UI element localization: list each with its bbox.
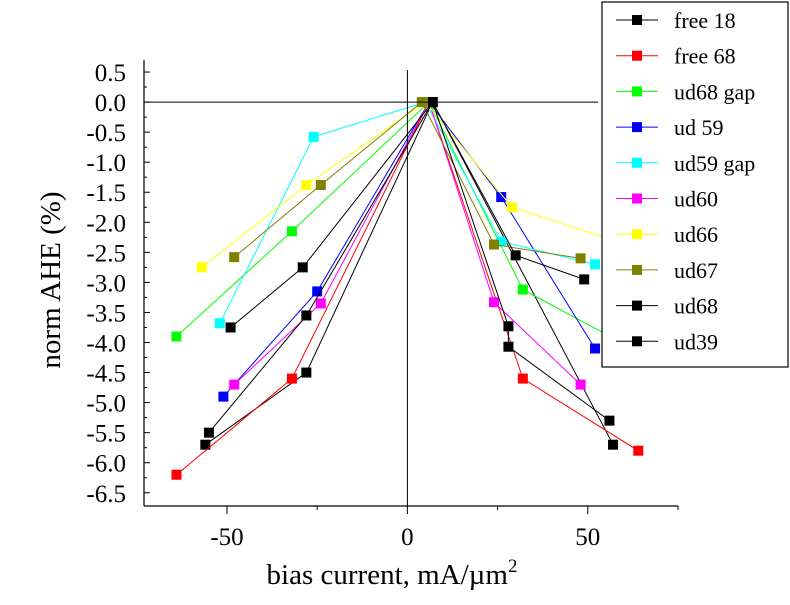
data-point [488, 297, 499, 308]
data-point [507, 202, 518, 213]
y-tick-label: -5.5 [86, 421, 126, 448]
legend-entry: ud39 [616, 329, 718, 354]
legend-label: ud59 gap [674, 151, 755, 176]
data-point [496, 236, 507, 247]
tick-labels: 0.5 0.0 -0.5 -1.0 -1.5 -2.0 -2.5 -3.0 -3.5 -4.0 -4… [86, 60, 600, 551]
data-point [229, 252, 240, 263]
legend-marker [632, 193, 642, 204]
data-point [579, 274, 590, 285]
data-point [218, 391, 229, 402]
data-point [196, 262, 207, 273]
y-tick-label: 0.0 [95, 90, 126, 117]
legend-label: ud68 gap [674, 79, 755, 104]
y-tick-label: -5.0 [86, 391, 126, 418]
legend-label: ud60 [674, 187, 718, 212]
data-point [590, 343, 601, 354]
x-tick-label: -50 [210, 524, 243, 551]
data-point [225, 322, 236, 333]
legend: free 18 free 68 ud68 gap ud 59 ud59 gap ud60 u… [601, 1, 789, 368]
y-tick-label: -2.0 [86, 210, 126, 237]
legend-marker [632, 157, 642, 168]
legend-entry: ud59 gap [616, 151, 755, 176]
data-point [604, 415, 615, 426]
y-tick-label: -1.5 [86, 180, 126, 207]
legend-label: ud68 [674, 294, 718, 319]
data-point [315, 180, 326, 191]
y-tick-label: -0.5 [86, 120, 126, 147]
y-tick-label: 0.5 [95, 60, 126, 87]
legend-label: free 18 [674, 8, 736, 33]
data-point [517, 284, 528, 295]
data-point [633, 445, 644, 456]
data-point [203, 427, 214, 438]
legend-entry: ud67 [616, 258, 718, 283]
legend-entry: ud60 [616, 187, 718, 212]
legend-marker [632, 50, 642, 61]
data-point [286, 373, 297, 384]
y-tick-label: -4.5 [86, 361, 126, 388]
data-point [503, 341, 514, 352]
legend-marker [632, 15, 642, 25]
data-point [301, 310, 312, 321]
legend-marker [632, 264, 642, 275]
data-point [297, 262, 308, 273]
data-point [575, 379, 586, 390]
data-point [503, 321, 514, 332]
data-point [214, 318, 225, 329]
series-line [208, 100, 610, 434]
legend-marker [632, 229, 642, 240]
y-tick-label: -3.5 [86, 300, 126, 327]
legend-marker [632, 336, 642, 347]
y-axis-title: norm AHE (%) [35, 191, 67, 368]
legend-marker [632, 122, 642, 133]
data-point [608, 439, 619, 450]
x-tick-label: 50 [575, 524, 600, 551]
legend-marker [632, 300, 642, 311]
y-tick-label: -6.5 [86, 481, 126, 508]
y-tick-label: -3.0 [86, 270, 126, 297]
legend-label: ud67 [674, 258, 718, 283]
legend-label: ud 59 [674, 115, 724, 140]
data-point [315, 298, 326, 309]
data-point [510, 250, 521, 261]
legend-entry: ud 59 [616, 115, 724, 140]
legend-entry: free 18 [616, 8, 736, 33]
legend-entry: ud68 gap [616, 79, 755, 104]
y-tick-label: -6.0 [86, 451, 126, 478]
data-point [286, 226, 297, 237]
legend-label: ud66 [674, 222, 718, 247]
legend-entry: ud68 [616, 294, 718, 319]
data-point [301, 367, 312, 378]
data-point [590, 259, 601, 270]
y-tick-label: -4.0 [86, 331, 126, 358]
data-point [229, 379, 240, 390]
data-point [312, 286, 323, 297]
x-axis-title: bias current, mA/µm2 [267, 556, 518, 591]
legend-entry: ud66 [616, 222, 718, 247]
x-tick-label: 0 [401, 524, 414, 551]
axes [143, 60, 679, 514]
data-point [496, 192, 507, 203]
data-point [488, 239, 499, 250]
y-tick-label: -1.0 [86, 150, 126, 177]
data-point [575, 253, 586, 264]
data-point [171, 469, 182, 480]
data-point [308, 131, 319, 142]
legend-label: free 68 [674, 44, 736, 69]
data-point [517, 373, 528, 384]
data-point [301, 180, 312, 191]
data-point [200, 439, 211, 450]
data-point [171, 331, 182, 342]
axis-titles: bias current, mA/µm2 norm AHE (%) [35, 191, 517, 591]
legend-marker [632, 86, 642, 97]
legend-label: ud39 [674, 329, 718, 354]
legend-entry: free 68 [616, 44, 736, 69]
y-tick-label: -2.5 [86, 240, 126, 267]
